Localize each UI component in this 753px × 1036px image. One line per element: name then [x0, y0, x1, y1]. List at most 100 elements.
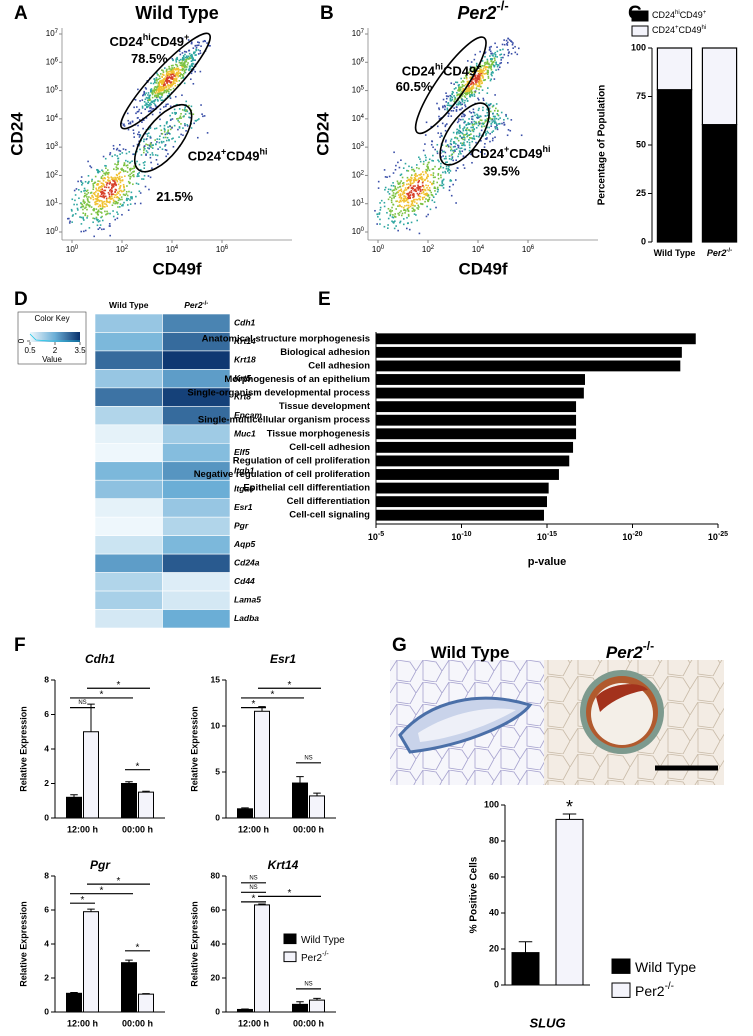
event-dot: [119, 178, 121, 180]
event-dot: [483, 68, 485, 70]
y-tick-label: Anatomical structure morphogenesis: [202, 333, 370, 344]
event-dot: [119, 190, 121, 192]
event-dot: [177, 59, 179, 61]
event-dot: [161, 86, 163, 88]
heatmap-cell: [163, 480, 231, 498]
event-dot: [124, 162, 126, 164]
event-dot: [111, 185, 113, 187]
event-dot: [146, 133, 148, 135]
event-dot: [126, 198, 128, 200]
event-dot: [389, 193, 391, 195]
bar: [293, 1004, 308, 1012]
event-dot: [139, 149, 141, 151]
row-label: Krt18: [234, 354, 256, 364]
event-dot: [462, 86, 464, 88]
event-dot: [150, 127, 152, 129]
event-dot: [83, 231, 85, 233]
event-dot: [132, 121, 134, 123]
event-dot: [456, 92, 458, 94]
event-dot: [78, 189, 80, 191]
event-dot: [442, 172, 444, 174]
event-dot: [419, 233, 421, 235]
event-dot: [499, 117, 501, 119]
event-dot: [117, 191, 119, 193]
event-dot: [420, 173, 422, 175]
event-dot: [454, 137, 456, 139]
event-dot: [491, 69, 493, 71]
significance-label: NS: [249, 885, 257, 891]
event-dot: [165, 90, 167, 92]
event-dot: [116, 201, 118, 203]
event-dot: [128, 198, 130, 200]
event-dot: [198, 49, 200, 51]
event-dot: [196, 47, 198, 49]
event-dot: [494, 110, 496, 112]
event-dot: [434, 201, 436, 203]
bar: [139, 792, 154, 818]
event-dot: [165, 86, 167, 88]
event-dot: [177, 120, 179, 122]
event-dot: [144, 94, 146, 96]
event-dot: [394, 186, 396, 188]
event-dot: [168, 132, 170, 134]
event-dot: [479, 81, 481, 83]
bar: [376, 456, 569, 467]
event-dot: [112, 177, 114, 179]
significance-label: NS: [249, 875, 257, 881]
legend-label: CD24hiCD49+: [652, 10, 707, 21]
bar: [376, 483, 549, 494]
event-dot: [424, 201, 426, 203]
event-dot: [102, 191, 104, 193]
legend-label-part: hi: [702, 25, 707, 31]
event-dot: [77, 181, 79, 183]
event-dot: [145, 98, 147, 100]
legend-label-part: Per2: [301, 953, 323, 964]
event-dot: [182, 134, 184, 136]
event-dot: [490, 53, 492, 55]
event-dot: [494, 94, 496, 96]
event-dot: [185, 57, 187, 59]
event-dot: [485, 134, 487, 136]
event-dot: [180, 78, 182, 80]
event-dot: [459, 151, 461, 153]
event-dot: [98, 196, 100, 198]
legend-swatch: [284, 934, 296, 944]
event-dot: [161, 88, 163, 90]
event-dot: [117, 162, 119, 164]
event-dot: [143, 149, 145, 151]
event-dot: [398, 194, 400, 196]
event-dot: [85, 181, 87, 183]
heatmap-cell: [163, 554, 231, 572]
event-dot: [143, 141, 145, 143]
event-dot: [397, 205, 399, 207]
tick-label: 104: [472, 245, 485, 255]
event-dot: [120, 203, 122, 205]
event-dot: [121, 176, 123, 178]
event-dot: [414, 210, 416, 212]
event-dot: [185, 130, 187, 132]
event-dot: [442, 107, 444, 109]
event-dot: [378, 181, 380, 183]
event-dot: [483, 125, 485, 127]
event-dot: [434, 166, 436, 168]
event-dot: [397, 162, 399, 164]
event-dot: [479, 72, 481, 74]
event-dot: [388, 189, 390, 191]
event-dot: [106, 204, 108, 206]
event-dot: [413, 185, 415, 187]
event-dot: [167, 126, 169, 128]
event-dot: [462, 139, 464, 141]
significance-label: *: [117, 876, 121, 887]
event-dot: [495, 62, 497, 64]
event-dot: [431, 184, 433, 186]
event-dot: [101, 216, 103, 218]
legend-label-part: Wild Type: [301, 935, 345, 946]
event-dot: [488, 76, 490, 78]
row-label: Cdh1: [234, 317, 256, 327]
x-tick-label: 12:00 h: [67, 824, 98, 834]
event-dot: [168, 77, 170, 79]
tick-label: 100: [46, 227, 59, 237]
event-dot: [452, 160, 454, 162]
bar: [376, 496, 547, 507]
event-dot: [389, 196, 391, 198]
